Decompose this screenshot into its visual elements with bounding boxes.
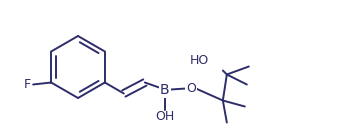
Text: B: B: [160, 82, 170, 96]
Text: OH: OH: [155, 110, 174, 124]
Text: HO: HO: [189, 54, 209, 67]
Text: O: O: [186, 82, 196, 95]
Text: F: F: [24, 78, 31, 91]
